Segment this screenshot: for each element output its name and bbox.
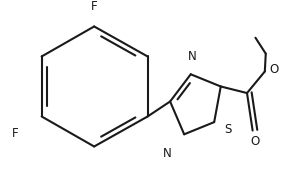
Text: S: S <box>225 123 232 136</box>
Text: O: O <box>269 63 279 76</box>
Text: N: N <box>188 50 197 63</box>
Text: F: F <box>91 0 98 13</box>
Text: N: N <box>163 147 172 160</box>
Text: F: F <box>11 127 18 140</box>
Text: O: O <box>250 135 259 148</box>
